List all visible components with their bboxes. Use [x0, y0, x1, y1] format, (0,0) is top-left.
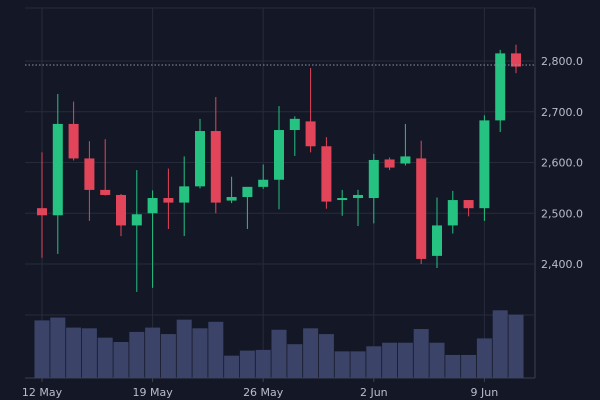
volume-bar [255, 349, 271, 378]
volume-bar [129, 331, 145, 378]
candles [37, 44, 521, 292]
volume-bar [476, 338, 492, 378]
volume-bar [145, 327, 161, 378]
volume-bar [224, 355, 240, 378]
candle-body-up [242, 186, 253, 198]
candle-body-up [258, 179, 269, 187]
time-tick-label: 19 May [132, 386, 173, 399]
candle-body-down [463, 200, 474, 209]
volume-bar [287, 344, 303, 378]
candle-body-up [479, 120, 490, 209]
volume-bar [239, 350, 255, 378]
volume-bars [34, 310, 524, 378]
price-axis: 2,400.0 2,500.0 2,600.0 2,700.0 2,800.0 [541, 55, 583, 271]
price-tick-label: 2,800.0 [541, 55, 583, 68]
volume-bar [366, 346, 382, 378]
price-tick-label: 2,500.0 [541, 207, 583, 220]
volume-bar [413, 329, 429, 378]
volume-bar [461, 354, 477, 378]
candle-body-down [384, 159, 395, 168]
volume-bar [50, 317, 66, 378]
volume-bar [176, 319, 192, 378]
time-tick-label: 2 Jun [360, 386, 388, 399]
volume-bar [208, 321, 224, 378]
price-tick-label: 2,700.0 [541, 106, 583, 119]
candle-body-up [226, 197, 237, 201]
volume-bar [160, 334, 176, 378]
volume-bar [113, 342, 129, 378]
candle-body-up [131, 214, 142, 226]
volume-bar [445, 354, 461, 378]
candle-body-down [416, 158, 427, 259]
candle-body-up [495, 53, 506, 121]
candle-body-up [179, 186, 190, 203]
candle-body-down [321, 146, 332, 202]
volume-bar [334, 351, 350, 378]
time-axis: 12 May 19 May 26 May 2 Jun 9 Jun [22, 378, 498, 399]
volume-bar [350, 351, 366, 378]
candle-body-up [400, 156, 411, 164]
time-tick-label: 26 May [243, 386, 284, 399]
candle-body-up [147, 198, 158, 214]
volume-bar [397, 342, 413, 378]
price-tick-label: 2,600.0 [541, 157, 583, 170]
candle-body-up [432, 225, 442, 256]
candle-body-up [447, 200, 458, 226]
candle-body-up [274, 130, 284, 180]
volume-bar [34, 320, 50, 378]
candle-body-down [305, 121, 316, 147]
candle-body-down [163, 198, 174, 203]
candle-body-up [52, 123, 63, 216]
volume-bar [303, 328, 319, 378]
volume-bar [66, 327, 82, 378]
candle-body-down [68, 123, 79, 159]
time-tick-label: 12 May [22, 386, 63, 399]
volume-bar [81, 328, 97, 378]
candle-body-up [353, 194, 363, 199]
volume-bar [429, 342, 445, 378]
candle-body-up [289, 118, 300, 131]
candle-body-up [195, 131, 205, 187]
volume-bar [97, 337, 113, 378]
candle-body-down [100, 189, 111, 195]
candle-body-up [368, 159, 379, 199]
volume-bar [192, 328, 208, 378]
candle-body-up [337, 198, 348, 201]
candle-body-down [116, 194, 126, 226]
volume-bar [508, 314, 524, 378]
candle-body-down [84, 158, 95, 190]
volume-bar [271, 329, 287, 378]
volume-bar [382, 342, 398, 378]
price-tick-label: 2,400.0 [541, 258, 583, 271]
volume-bar [492, 310, 508, 378]
candle-body-down [210, 131, 221, 203]
candle-body-down [37, 208, 47, 216]
volume-bar [318, 334, 334, 378]
time-tick-label: 9 Jun [471, 386, 499, 399]
candle-body-down [511, 53, 521, 67]
